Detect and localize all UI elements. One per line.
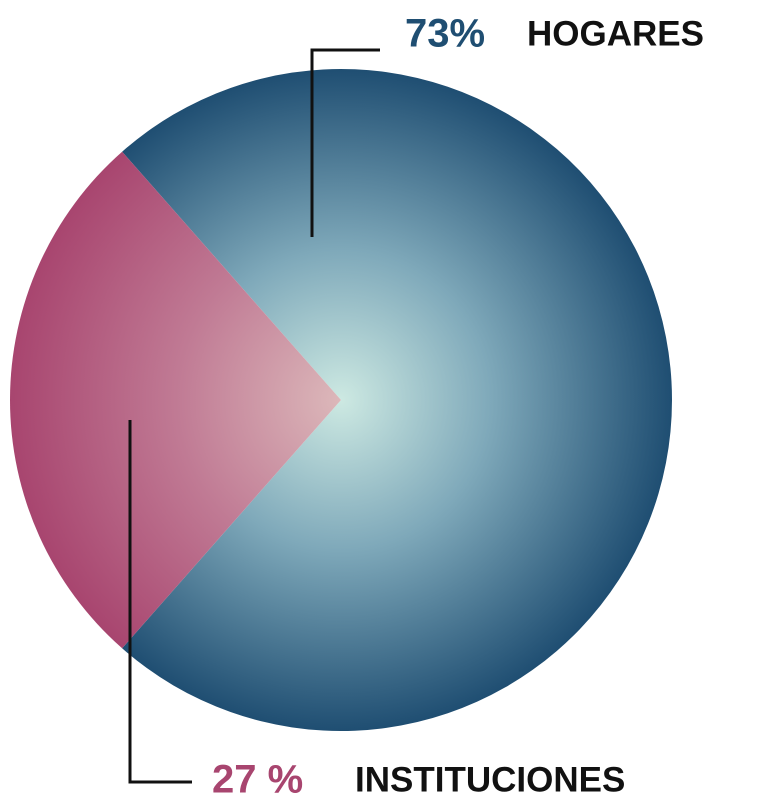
value-label: 73% <box>405 12 485 56</box>
legend-label: HOGARES <box>527 14 704 53</box>
legend-label: INSTITUCIONES <box>355 760 625 799</box>
leader-line <box>310 48 380 237</box>
pie <box>9 68 672 732</box>
pie-slice <box>122 68 672 732</box>
value-label: 27 % <box>212 758 303 802</box>
pie-slice <box>9 151 341 649</box>
leader-line <box>128 420 192 784</box>
